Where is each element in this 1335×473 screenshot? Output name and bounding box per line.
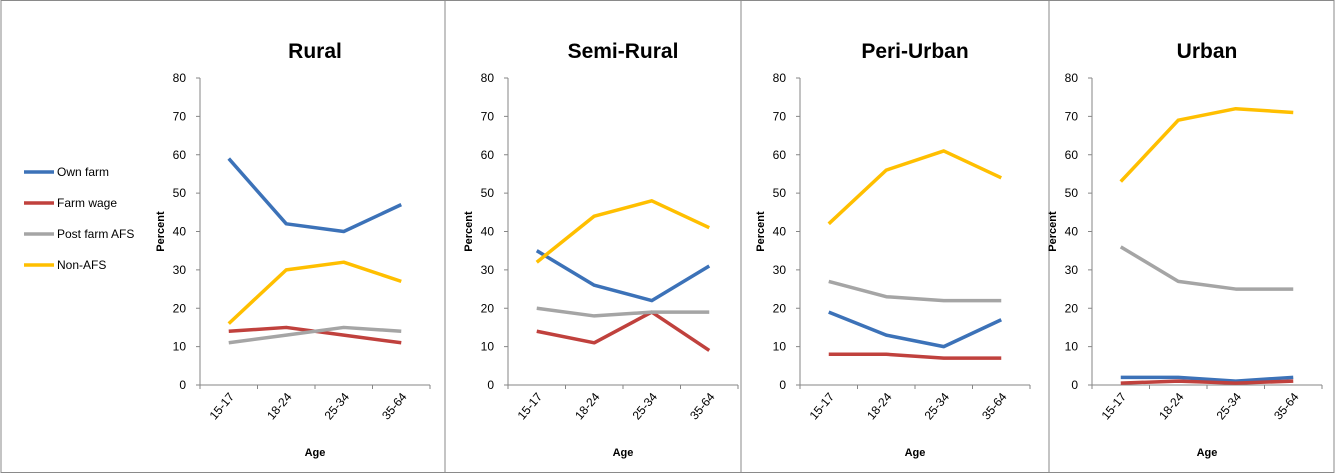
line-series	[536, 306, 710, 318]
y-tick-label: 70	[1065, 109, 1079, 123]
y-tick-label: 10	[173, 340, 187, 354]
y-tick-label: 0	[179, 378, 186, 392]
x-tick-label: 25-34	[1214, 390, 1245, 423]
line-series	[1120, 379, 1294, 385]
line-series	[828, 310, 1002, 349]
line-series	[536, 310, 711, 352]
line-series	[1119, 106, 1294, 183]
y-tick-label: 30	[481, 263, 495, 277]
y-tick-label: 70	[173, 109, 187, 123]
line-series	[535, 249, 711, 303]
line-series	[227, 157, 402, 234]
y-tick-label: 70	[773, 109, 787, 123]
x-axis-label: Age	[613, 447, 634, 459]
x-tick-label: 15-17	[207, 390, 238, 423]
line-series	[828, 352, 1002, 360]
chart-title: Rural	[288, 40, 342, 63]
y-tick-label: 70	[481, 109, 495, 123]
y-tick-label: 60	[481, 148, 495, 162]
x-tick-label: 15-17	[515, 390, 546, 423]
y-tick-label: 50	[481, 186, 495, 200]
y-tick-label: 80	[481, 71, 495, 85]
y-tick-label: 0	[487, 378, 494, 392]
y-tick-label: 60	[173, 148, 187, 162]
x-tick-label: 35-64	[979, 390, 1010, 423]
y-tick-label: 20	[173, 301, 187, 315]
y-tick-label: 80	[773, 71, 787, 85]
line-series	[228, 325, 402, 345]
y-tick-label: 40	[773, 225, 787, 239]
y-axis-label: Percent	[463, 211, 475, 252]
x-tick-label: 35-64	[687, 390, 718, 423]
line-series	[1120, 375, 1294, 383]
y-tick-label: 30	[173, 263, 187, 277]
y-tick-label: 60	[1065, 148, 1079, 162]
y-tick-label: 10	[481, 340, 495, 354]
chart-title: Peri-Urban	[861, 40, 968, 63]
x-tick-label: 15-17	[807, 390, 838, 423]
legend-label: Own farm	[57, 165, 109, 179]
x-tick-label: 18-24	[864, 390, 895, 423]
line-series	[1119, 245, 1294, 291]
y-axis-label: Percent	[1047, 211, 1059, 252]
x-tick-label: 35-64	[1271, 390, 1302, 423]
y-tick-label: 20	[481, 301, 495, 315]
y-tick-label: 10	[773, 340, 787, 354]
x-tick-label: 18-24	[264, 390, 295, 423]
legend-label: Farm wage	[57, 196, 117, 210]
x-axis-label: Age	[305, 447, 326, 459]
line-series	[827, 149, 1002, 226]
line-series	[535, 199, 710, 264]
chart-title: Urban	[1177, 40, 1238, 63]
y-tick-label: 0	[1071, 378, 1078, 392]
y-tick-label: 60	[773, 148, 787, 162]
y-tick-label: 50	[1065, 186, 1079, 200]
y-tick-label: 0	[779, 378, 786, 392]
x-tick-label: 18-24	[1156, 390, 1187, 423]
line-series	[828, 279, 1002, 303]
y-tick-label: 20	[1065, 301, 1079, 315]
x-tick-label: 25-34	[630, 390, 661, 423]
y-tick-label: 40	[481, 225, 495, 239]
y-axis-label: Percent	[155, 211, 167, 252]
x-tick-label: 25-34	[922, 390, 953, 423]
x-tick-label: 25-34	[322, 390, 353, 423]
y-tick-label: 20	[773, 301, 787, 315]
chart-title: Semi-Rural	[568, 40, 679, 63]
y-tick-label: 80	[173, 71, 187, 85]
y-tick-label: 50	[173, 186, 187, 200]
legend-label: Non-AFS	[57, 258, 106, 272]
x-axis-label: Age	[1197, 447, 1218, 459]
y-tick-label: 80	[1065, 71, 1079, 85]
y-tick-label: 30	[1065, 263, 1079, 277]
legend-label: Post farm AFS	[57, 227, 134, 241]
x-tick-label: 35-64	[379, 390, 410, 423]
y-tick-label: 10	[1065, 340, 1079, 354]
x-tick-label: 15-17	[1099, 390, 1130, 423]
line-series	[227, 260, 402, 325]
y-axis-label: Percent	[755, 211, 767, 252]
y-tick-label: 50	[773, 186, 787, 200]
y-tick-label: 40	[173, 225, 187, 239]
x-axis-label: Age	[905, 447, 926, 459]
y-tick-label: 30	[773, 263, 787, 277]
x-tick-label: 18-24	[572, 390, 603, 423]
y-tick-label: 40	[1065, 225, 1079, 239]
